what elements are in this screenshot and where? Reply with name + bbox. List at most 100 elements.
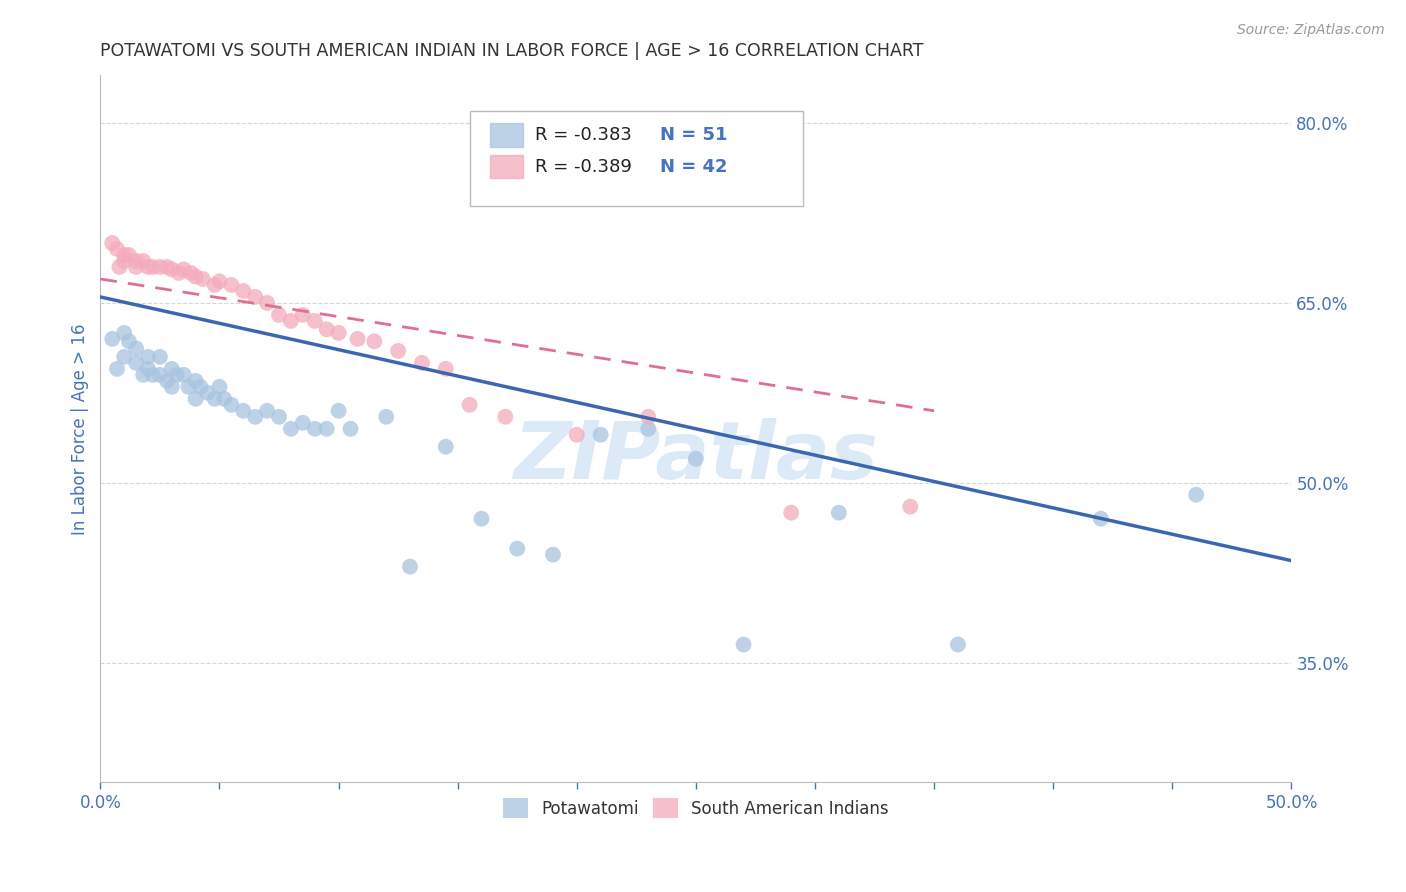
Point [125,254,148,268]
Point [637,409,659,424]
Point [637,422,659,436]
Point [280,314,302,328]
Point [506,541,529,556]
Text: R = -0.383: R = -0.383 [536,127,631,145]
Point [565,427,588,442]
Text: R = -0.389: R = -0.389 [536,158,631,176]
Bar [489,123,523,146]
Point [315,422,337,436]
Point [166,368,188,382]
Point [160,380,183,394]
Point [328,326,350,340]
Point [245,290,267,304]
Point [142,368,165,382]
Legend: Potawatomi, South American Indians: Potawatomi, South American Indians [496,791,896,825]
Point [173,262,195,277]
Point [434,362,457,376]
Point [221,277,243,292]
Bar [489,155,523,178]
Text: ZIPatlas: ZIPatlas [513,418,879,496]
Point [156,374,179,388]
Point [160,262,183,277]
Y-axis label: In Labor Force | Age > 16: In Labor Force | Age > 16 [72,323,89,534]
Point [339,422,361,436]
Point [256,404,278,418]
Point [167,266,190,280]
Point [101,332,124,346]
Point [112,326,135,340]
Point [112,254,135,268]
Point [685,451,707,466]
Point [132,368,155,382]
Point [105,362,128,376]
Point [184,392,207,406]
Point [411,356,433,370]
Point [946,638,969,652]
Point [184,269,207,284]
Point [1090,511,1112,525]
Text: Source: ZipAtlas.com: Source: ZipAtlas.com [1237,23,1385,37]
Point [136,362,159,376]
Point [118,334,141,349]
Point [105,242,128,256]
Point [112,350,135,364]
Point [898,500,921,514]
Point [221,398,243,412]
Point [142,260,165,274]
Point [136,260,159,274]
Point [208,380,231,394]
Point [470,511,492,525]
Point [458,398,481,412]
Point [733,638,755,652]
Point [191,272,214,286]
Point [132,254,155,268]
Point [232,404,254,418]
Point [177,380,200,394]
Point [204,277,226,292]
Point [399,559,422,574]
Point [125,260,148,274]
Text: N = 51: N = 51 [661,127,728,145]
Point [136,350,159,364]
Point [280,422,302,436]
Point [190,380,212,394]
Point [328,404,350,418]
Point [125,342,148,356]
Point [125,356,148,370]
FancyBboxPatch shape [470,111,803,206]
Point [108,260,131,274]
Point [363,334,385,349]
Point [291,308,314,322]
Point [267,308,290,322]
Point [101,235,124,250]
Point [267,409,290,424]
Point [315,322,337,336]
Point [173,368,195,382]
Point [180,266,202,280]
Point [149,350,172,364]
Point [149,368,172,382]
Point [1185,488,1208,502]
Point [245,409,267,424]
Text: POTAWATOMI VS SOUTH AMERICAN INDIAN IN LABOR FORCE | AGE > 16 CORRELATION CHART: POTAWATOMI VS SOUTH AMERICAN INDIAN IN L… [100,42,924,60]
Point [184,374,207,388]
Point [118,248,141,262]
Point [304,422,326,436]
Point [434,440,457,454]
Point [156,260,179,274]
Point [589,427,612,442]
Point [494,409,516,424]
Text: N = 42: N = 42 [661,158,728,176]
Point [304,314,326,328]
Point [112,248,135,262]
Point [375,409,398,424]
Point [232,284,254,298]
Point [212,392,235,406]
Point [780,506,803,520]
Point [387,343,409,358]
Point [149,260,172,274]
Point [541,548,564,562]
Point [197,385,219,400]
Point [208,274,231,288]
Point [256,296,278,310]
